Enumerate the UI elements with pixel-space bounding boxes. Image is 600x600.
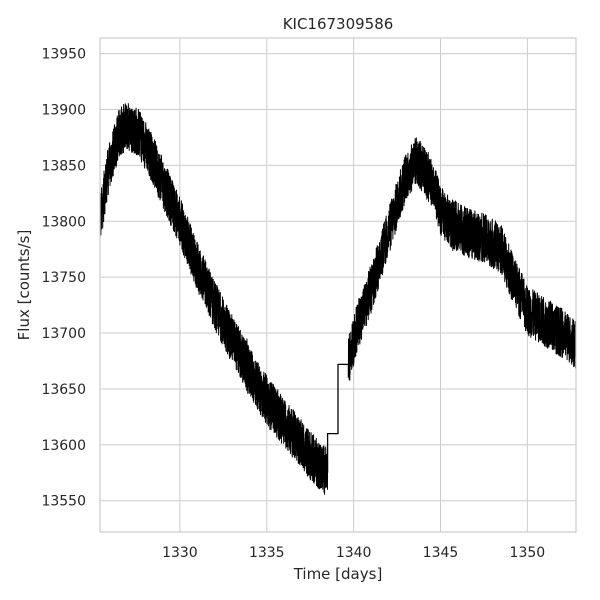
y-tick-label: 13700 [41, 326, 86, 342]
y-tick-label: 13750 [41, 270, 86, 286]
x-tick-label: 1335 [249, 545, 285, 561]
x-tick-label: 1350 [510, 545, 546, 561]
y-tick-labels: 13550 13600 13650 13700 13750 13800 13850 13900… [41, 47, 86, 510]
x-tick-label: 1345 [423, 545, 459, 561]
flux-series-segment-1 [99, 103, 329, 495]
flux-series-segment-2 [347, 137, 577, 381]
y-tick-label: 13850 [41, 158, 86, 174]
chart-title: KIC167309586 [283, 15, 394, 33]
flux-gap-segment [326, 363, 350, 473]
grid-lines [100, 38, 576, 532]
x-tick-label: 1340 [336, 545, 372, 561]
y-tick-label: 13550 [41, 494, 86, 510]
data-layer [99, 103, 577, 495]
y-tick-label: 13800 [41, 214, 86, 230]
plot-frame [99, 37, 577, 533]
y-tick-label: 13950 [41, 47, 86, 63]
x-axis-label: Time [days] [293, 565, 383, 583]
y-tick-label: 13650 [41, 382, 86, 398]
y-axis-label: Flux [counts/s] [15, 230, 33, 341]
x-tick-labels: 1330 1335 1340 1345 1350 [162, 545, 545, 561]
y-tick-label: 13900 [41, 103, 86, 119]
y-tick-label: 13600 [41, 438, 86, 454]
x-tick-label: 1330 [162, 545, 198, 561]
